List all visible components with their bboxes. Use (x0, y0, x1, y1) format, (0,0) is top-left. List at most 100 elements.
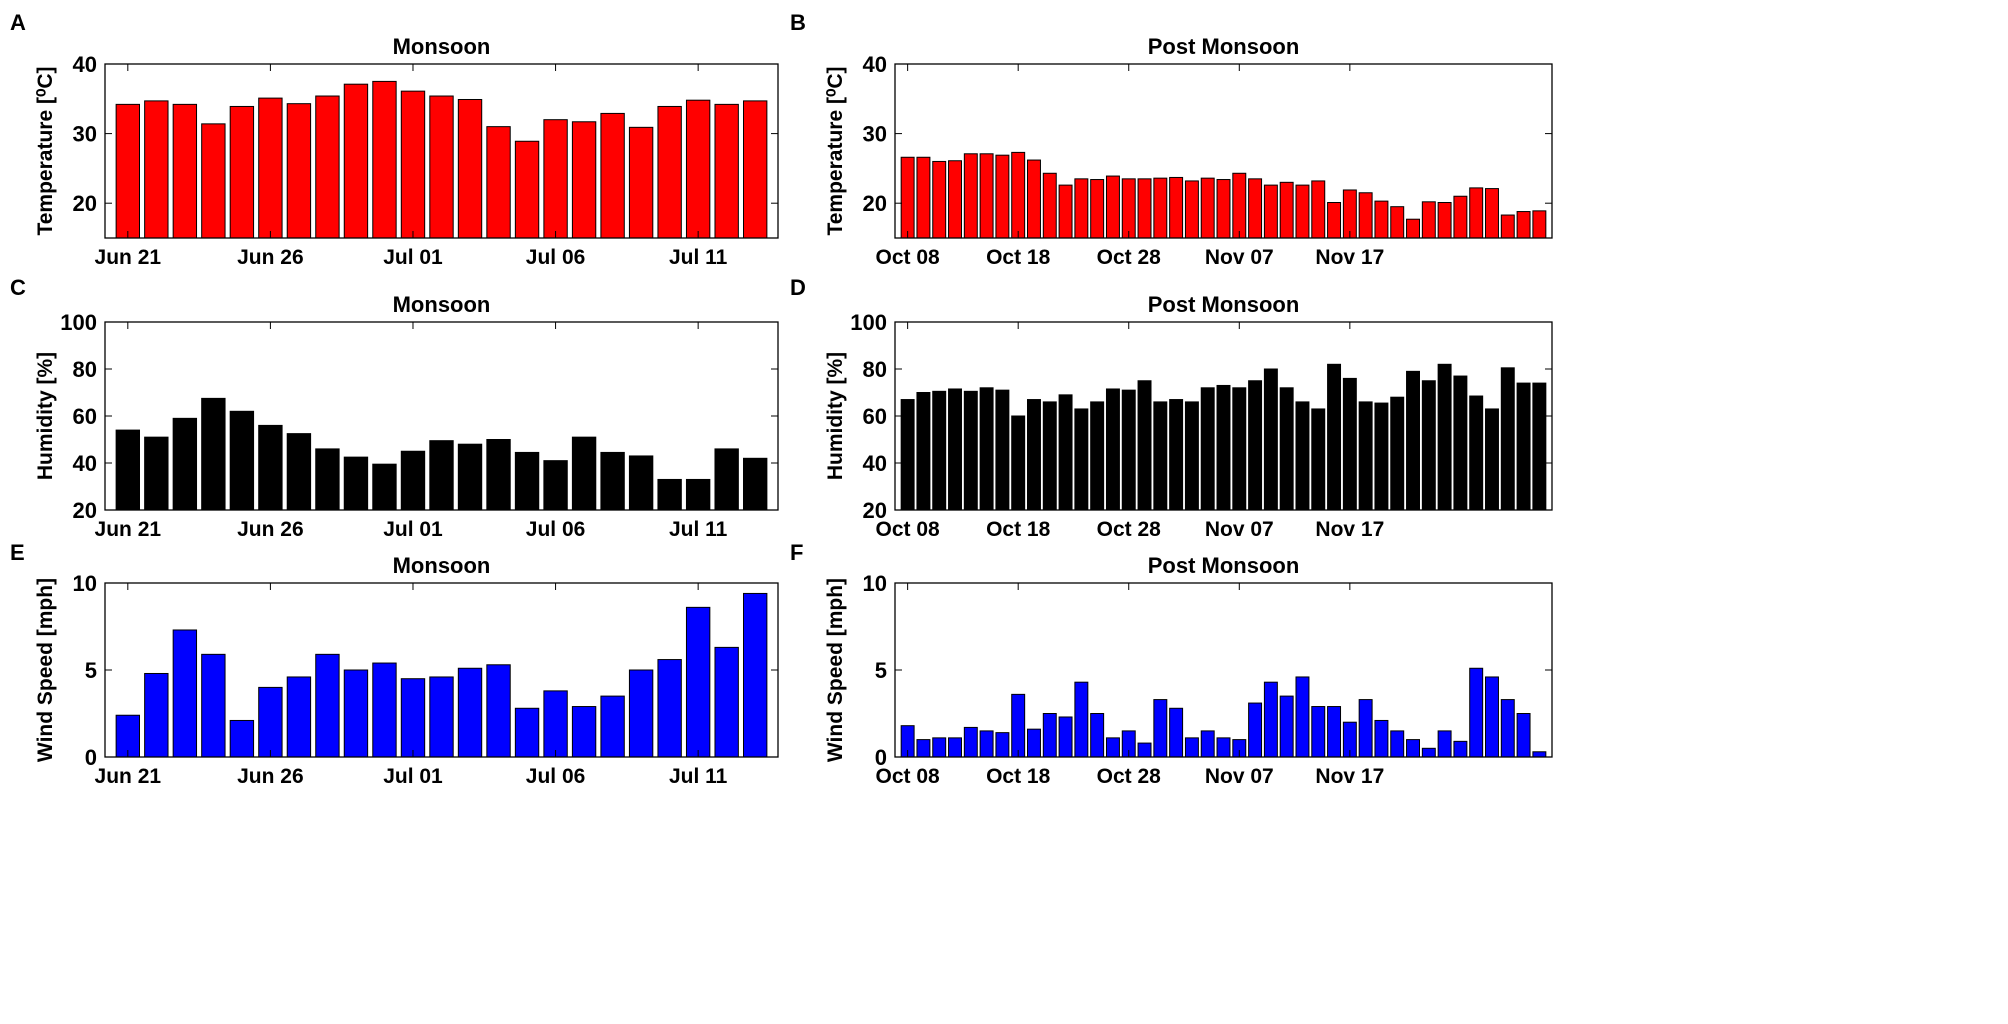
panel-c-ytick-label: 100 (60, 310, 97, 335)
panel-d-bar (979, 387, 994, 511)
panel-a-xtick-label: Jul 11 (669, 246, 728, 269)
panel-f-bar (1200, 730, 1215, 758)
panel-d-ytick-label: 20 (863, 498, 887, 523)
panel-b-bar (1485, 188, 1499, 239)
panel-e-ytick-label: 5 (85, 658, 97, 683)
panel-a-ylabel: Temperature [⁰C] (34, 66, 57, 235)
panel-f-letter: F (790, 540, 803, 565)
panel-e-bar (258, 686, 283, 758)
panel-a-bar (543, 119, 568, 239)
panel-c-xtick-label: Jun 26 (237, 518, 304, 541)
panel-a-ytick-label: 40 (73, 52, 97, 77)
panel-c-bar (628, 455, 654, 511)
panel-d-bar (1137, 380, 1152, 511)
panel-d-bar (1216, 384, 1231, 511)
panel-f-ytick-label: 5 (875, 658, 887, 683)
panel-b-bar (1105, 175, 1120, 239)
panel-d-bar (1058, 394, 1073, 511)
panel-b-bar (1500, 214, 1515, 239)
panel-a-bar (628, 126, 654, 239)
panel-e-xtick-label: Jul 01 (383, 765, 443, 788)
panel-e-bar (144, 672, 169, 758)
panel-b-bar (900, 156, 915, 239)
panel-b-bar (1342, 189, 1357, 239)
panel-b-bar (1406, 218, 1420, 239)
panel-d-ytick-label: 60 (863, 404, 887, 429)
panel-d-bar (1437, 363, 1452, 511)
panel-c-ylabel: Humidity [%] (34, 352, 57, 480)
panel-b-bar (1027, 159, 1041, 239)
panel-b-bar (979, 153, 994, 239)
panel-e-bar (429, 676, 454, 758)
panel-b-bar (1279, 181, 1294, 239)
panel-a-bar (486, 126, 511, 239)
panel-d-bar (1027, 399, 1041, 511)
panel-d-bar (1042, 401, 1057, 511)
panel-b-xtick-label: Nov 07 (1205, 246, 1274, 269)
panel-d-bar (932, 390, 947, 511)
panel-c-bar (571, 436, 597, 511)
panel-c-bar (457, 443, 483, 511)
panel-c-bar (115, 429, 141, 511)
panel-e-xtick-label: Jun 26 (237, 765, 304, 788)
panel-b-bar (1390, 206, 1405, 239)
panel-c-bar (286, 433, 312, 511)
panel-c-letter: C (10, 275, 26, 300)
panel-b-bar (1469, 187, 1484, 239)
panel-c-xtick-label: Jun 21 (95, 518, 162, 541)
panel-b-bar (1042, 172, 1057, 239)
panel-f-bar (1074, 681, 1089, 758)
panel-c-bar (486, 439, 511, 511)
panel-f-bar (995, 732, 1010, 758)
panel-c-xtick-label: Jul 06 (526, 518, 586, 541)
panel-a-bar (600, 112, 625, 239)
panel-d-bar (1500, 367, 1515, 511)
panel-e-bar (486, 664, 511, 758)
panel-e-bar (372, 662, 397, 758)
panel-b-bar (1437, 202, 1452, 239)
panel-b-xtick-label: Oct 28 (1097, 246, 1162, 269)
panel-e-bar (514, 707, 540, 758)
panel-f-bar (1184, 737, 1199, 758)
panel-e-bar (600, 695, 625, 758)
panel-d-bar (1184, 401, 1199, 511)
panel-f-bar (1011, 693, 1026, 758)
panel-e-letter: E (10, 540, 25, 565)
panel-f-bar (1406, 739, 1420, 758)
panel-f-bar (1058, 716, 1073, 758)
panel-a-bar (343, 83, 369, 239)
panel-d-xtick-label: Nov 17 (1315, 518, 1384, 541)
panel-c-bar (600, 451, 625, 511)
panel-b-bar (1184, 180, 1199, 239)
panel-e-bar (172, 629, 198, 758)
panel-f-ytick-label: 10 (863, 571, 887, 596)
panel-c-ytick-label: 80 (73, 357, 97, 382)
panel-a-bar (742, 100, 768, 239)
panel-f-bar (1169, 707, 1184, 758)
panel-c-xtick-label: Jul 11 (669, 518, 728, 541)
panel-d-bar (1295, 401, 1310, 511)
panel-e-bar (229, 719, 255, 758)
panel-b-bar (1453, 195, 1468, 239)
panel-b-bar (1153, 177, 1168, 239)
panel-a-bar (315, 95, 340, 239)
panel-c-bar (514, 451, 540, 511)
panel-f-bar (1263, 681, 1278, 758)
panel-d-bar (1248, 380, 1263, 511)
panel-d-bar (1200, 387, 1215, 511)
panel-b-bar (1137, 178, 1152, 239)
panel-e-bar (315, 653, 340, 758)
panel-d-bar (1169, 399, 1184, 511)
panel-a-bar (229, 105, 255, 239)
panel-c-bar (742, 457, 768, 511)
panel-c-bar (429, 440, 454, 511)
panel-b-bar (1532, 210, 1547, 239)
panel-e-bar (543, 690, 568, 758)
panel-d-bar (1421, 380, 1436, 511)
panel-f-bar (1437, 730, 1452, 758)
panel-c-bar (144, 436, 169, 511)
panel-b-bar (1311, 180, 1326, 239)
panel-f-ytick-label: 0 (875, 745, 887, 770)
panel-f-bar (916, 739, 931, 758)
panel-c-xtick-label: Jul 01 (383, 518, 443, 541)
